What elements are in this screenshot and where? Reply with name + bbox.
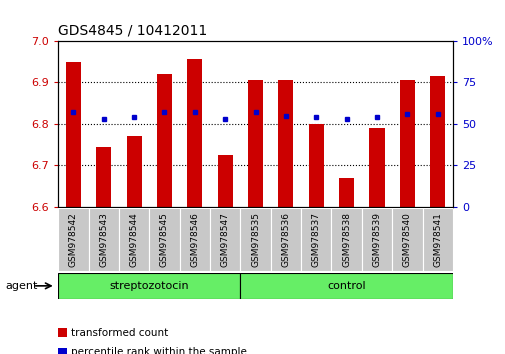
Bar <box>179 208 210 271</box>
Bar <box>58 208 88 271</box>
Bar <box>88 208 119 271</box>
Text: GSM978541: GSM978541 <box>432 212 441 267</box>
Bar <box>278 80 293 207</box>
Text: GSM978546: GSM978546 <box>190 212 199 267</box>
Bar <box>119 208 149 271</box>
Text: agent: agent <box>5 281 37 291</box>
Text: GSM978544: GSM978544 <box>129 212 138 267</box>
Text: GSM978543: GSM978543 <box>99 212 108 267</box>
Bar <box>338 178 354 207</box>
Bar <box>240 273 452 299</box>
Bar <box>331 208 361 271</box>
Text: GSM978537: GSM978537 <box>311 212 320 267</box>
Bar <box>391 208 422 271</box>
Text: GSM978535: GSM978535 <box>250 212 260 267</box>
Text: GDS4845 / 10412011: GDS4845 / 10412011 <box>58 23 207 37</box>
Bar <box>369 128 384 207</box>
Bar <box>58 273 240 299</box>
Text: GSM978547: GSM978547 <box>220 212 229 267</box>
Bar <box>210 208 240 271</box>
Bar <box>240 208 270 271</box>
Text: transformed count: transformed count <box>71 328 168 338</box>
Bar <box>126 136 141 207</box>
Text: GSM978545: GSM978545 <box>160 212 169 267</box>
Bar <box>361 208 391 271</box>
Bar <box>96 147 111 207</box>
Bar <box>308 124 323 207</box>
Text: percentile rank within the sample: percentile rank within the sample <box>71 347 246 354</box>
Text: GSM978540: GSM978540 <box>402 212 411 267</box>
Text: GSM978542: GSM978542 <box>69 212 78 267</box>
Bar <box>270 208 300 271</box>
Bar <box>187 59 202 207</box>
Bar <box>247 80 263 207</box>
Text: streptozotocin: streptozotocin <box>109 281 189 291</box>
Bar <box>422 208 452 271</box>
Bar <box>157 74 172 207</box>
Bar <box>66 62 81 207</box>
Text: control: control <box>327 281 365 291</box>
Text: GSM978539: GSM978539 <box>372 212 381 267</box>
Bar <box>300 208 331 271</box>
Bar <box>399 80 414 207</box>
Bar <box>217 155 232 207</box>
Bar <box>149 208 179 271</box>
Text: GSM978538: GSM978538 <box>341 212 350 267</box>
Text: GSM978536: GSM978536 <box>281 212 290 267</box>
Bar <box>429 76 444 207</box>
